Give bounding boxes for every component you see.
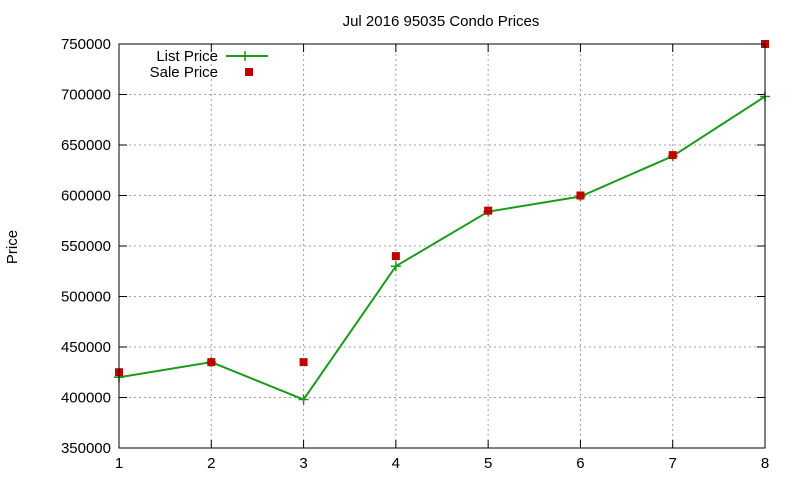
data-point-square [484,206,493,215]
legend-square-marker [245,68,253,76]
axis-ticks: 350000 400000 450000 500000 550000 600000 6500… [61,36,769,472]
data-point-plus [390,261,401,272]
x-tick-label: 7 [669,455,677,472]
x-tick-label: 1 [115,455,123,472]
legend-label: Sale Price [150,64,218,81]
data-point-square [668,151,677,160]
y-tick-label: 750000 [61,36,111,53]
data-point-plus [298,394,309,405]
chart-title: Jul 2016 95035 Condo Prices [343,13,540,30]
data-point-square [391,252,400,261]
y-tick-label: 350000 [61,440,111,457]
x-tick-label: 5 [484,455,492,472]
data-point-square [576,191,585,200]
y-tick-label: 650000 [61,137,111,154]
data-point-square [299,358,308,367]
y-tick-label: 400000 [61,390,111,407]
x-tick-label: 2 [207,455,215,472]
x-tick-label: 6 [576,455,584,472]
series-line [118,95,766,401]
x-tick-label: 8 [761,455,769,472]
y-tick-label: 500000 [61,289,111,306]
data-point-square [207,358,216,367]
y-tick-label: 700000 [61,87,111,104]
legend-label: List Price [156,48,218,65]
y-tick-label: 600000 [61,188,111,205]
y-axis-label: Price [4,230,21,264]
x-tick-label: 4 [392,455,400,472]
plot-frame [118,43,766,449]
legend-plus-marker [240,51,250,61]
y-tick-label: 450000 [61,339,111,356]
y-tick-label: 550000 [61,238,111,255]
x-tick-label: 3 [299,455,307,472]
grid [119,44,765,448]
